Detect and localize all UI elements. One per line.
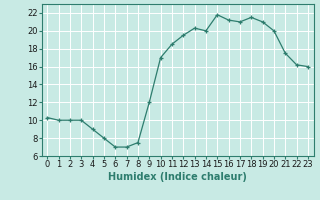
- X-axis label: Humidex (Indice chaleur): Humidex (Indice chaleur): [108, 172, 247, 182]
